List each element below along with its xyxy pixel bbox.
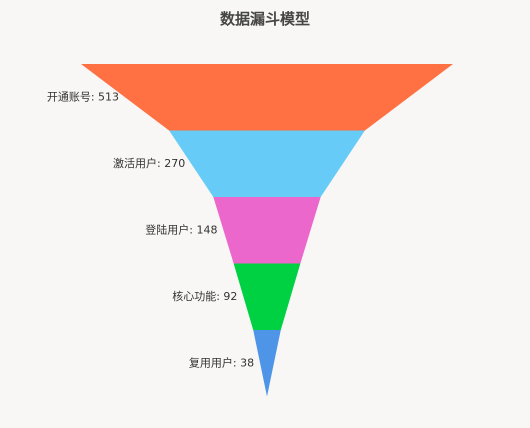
funnel-segment-2[interactable] xyxy=(169,130,365,198)
funnel-segment-1[interactable] xyxy=(81,64,453,131)
funnel-label-3: 登陆用户: 148 xyxy=(145,222,217,236)
funnel-segment-4[interactable] xyxy=(233,263,301,331)
chart-title: 数据漏斗模型 xyxy=(219,10,310,28)
funnel-label-2: 激活用户: 270 xyxy=(113,156,185,170)
funnel-label-5: 复用用户: 38 xyxy=(189,355,254,369)
funnel-label-1: 开通账号: 513 xyxy=(47,90,119,103)
funnel-segment-5[interactable] xyxy=(253,330,281,397)
funnel-label-4: 核心功能: 92 xyxy=(172,289,237,303)
funnel-segment-3[interactable] xyxy=(213,197,321,264)
